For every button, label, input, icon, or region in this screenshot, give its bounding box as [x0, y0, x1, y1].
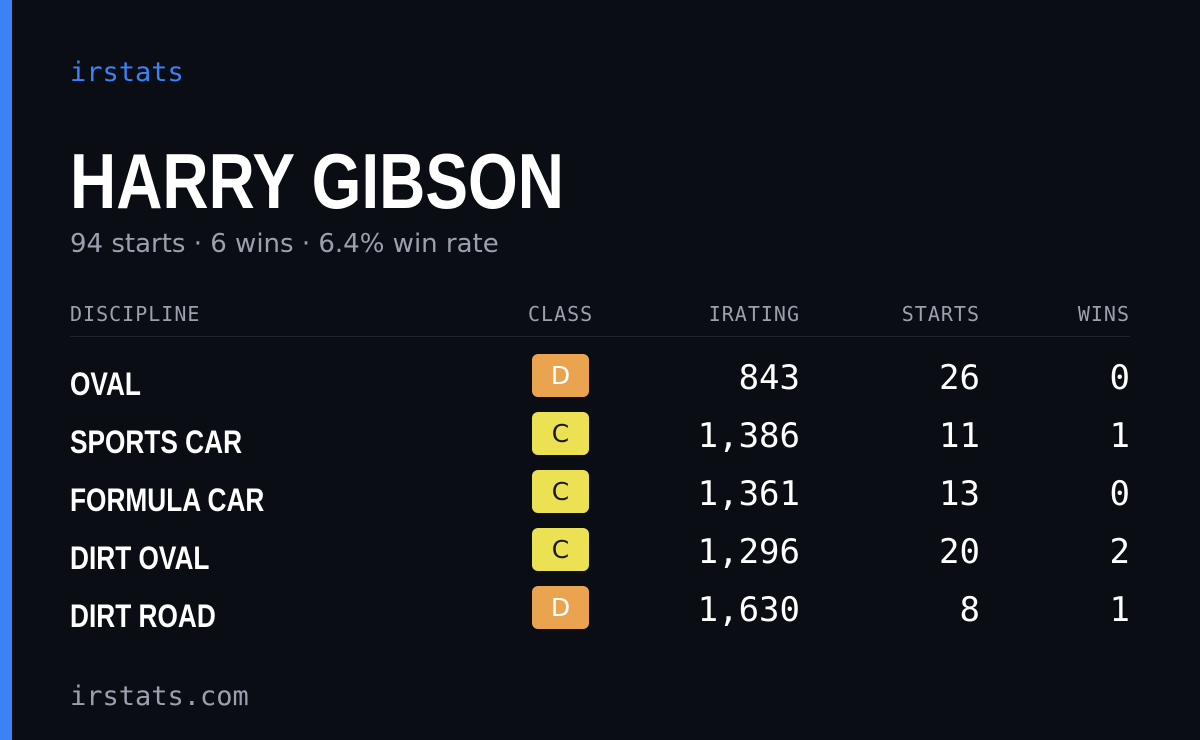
- wins-value: 0: [1109, 358, 1130, 398]
- header-discipline: DISCIPLINE: [70, 302, 201, 326]
- starts-value: 20: [939, 532, 980, 572]
- starts-value: 11: [939, 416, 980, 456]
- starts-value: 8: [959, 590, 980, 630]
- wins-value: 2: [1109, 532, 1130, 572]
- header-class: CLASS: [528, 302, 594, 326]
- table-header: DISCIPLINE CLASS IRATING STARTS WINS: [70, 300, 1130, 337]
- wins-value: 1: [1109, 590, 1130, 630]
- starts-value: 26: [939, 358, 980, 398]
- header-starts: STARTS: [901, 302, 980, 326]
- header-wins: WINS: [1077, 302, 1130, 326]
- class-badge: D: [532, 586, 589, 629]
- discipline-name: DIRT OVAL: [70, 540, 210, 576]
- table-row: OVAL D 843 26 0: [70, 350, 1130, 408]
- class-badge: D: [532, 354, 589, 397]
- header-irating: IRATING: [708, 302, 800, 326]
- wins-value: 1: [1109, 416, 1130, 456]
- class-badge: C: [532, 528, 589, 571]
- irating-value: 843: [738, 358, 800, 398]
- table-row: SPORTS CAR C 1,386 11 1: [70, 408, 1130, 466]
- class-badge: C: [532, 470, 589, 513]
- table-row: DIRT ROAD D 1,630 8 1: [70, 582, 1130, 640]
- discipline-name: DIRT ROAD: [70, 598, 216, 634]
- footer-domain: irstats.com: [70, 681, 249, 712]
- wins-value: 0: [1109, 474, 1130, 514]
- accent-bar: [0, 0, 12, 740]
- table-row: FORMULA CAR C 1,361 13 0: [70, 466, 1130, 524]
- discipline-name: FORMULA CAR: [70, 482, 265, 518]
- discipline-name: SPORTS CAR: [70, 424, 243, 460]
- irating-value: 1,630: [697, 590, 800, 630]
- driver-summary: 94 starts · 6 wins · 6.4% win rate: [70, 229, 499, 259]
- driver-name: HARRY GIBSON: [70, 137, 564, 225]
- irating-value: 1,361: [697, 474, 800, 514]
- class-badge: C: [532, 412, 589, 455]
- starts-value: 13: [939, 474, 980, 514]
- discipline-name: OVAL: [70, 366, 141, 402]
- table-row: DIRT OVAL C 1,296 20 2: [70, 524, 1130, 582]
- irating-value: 1,386: [697, 416, 800, 456]
- brand-logo-text: irstats: [70, 57, 184, 88]
- irating-value: 1,296: [697, 532, 800, 572]
- stats-table-body: OVAL D 843 26 0 SPORTS CAR C 1,386 11 1 …: [70, 350, 1130, 640]
